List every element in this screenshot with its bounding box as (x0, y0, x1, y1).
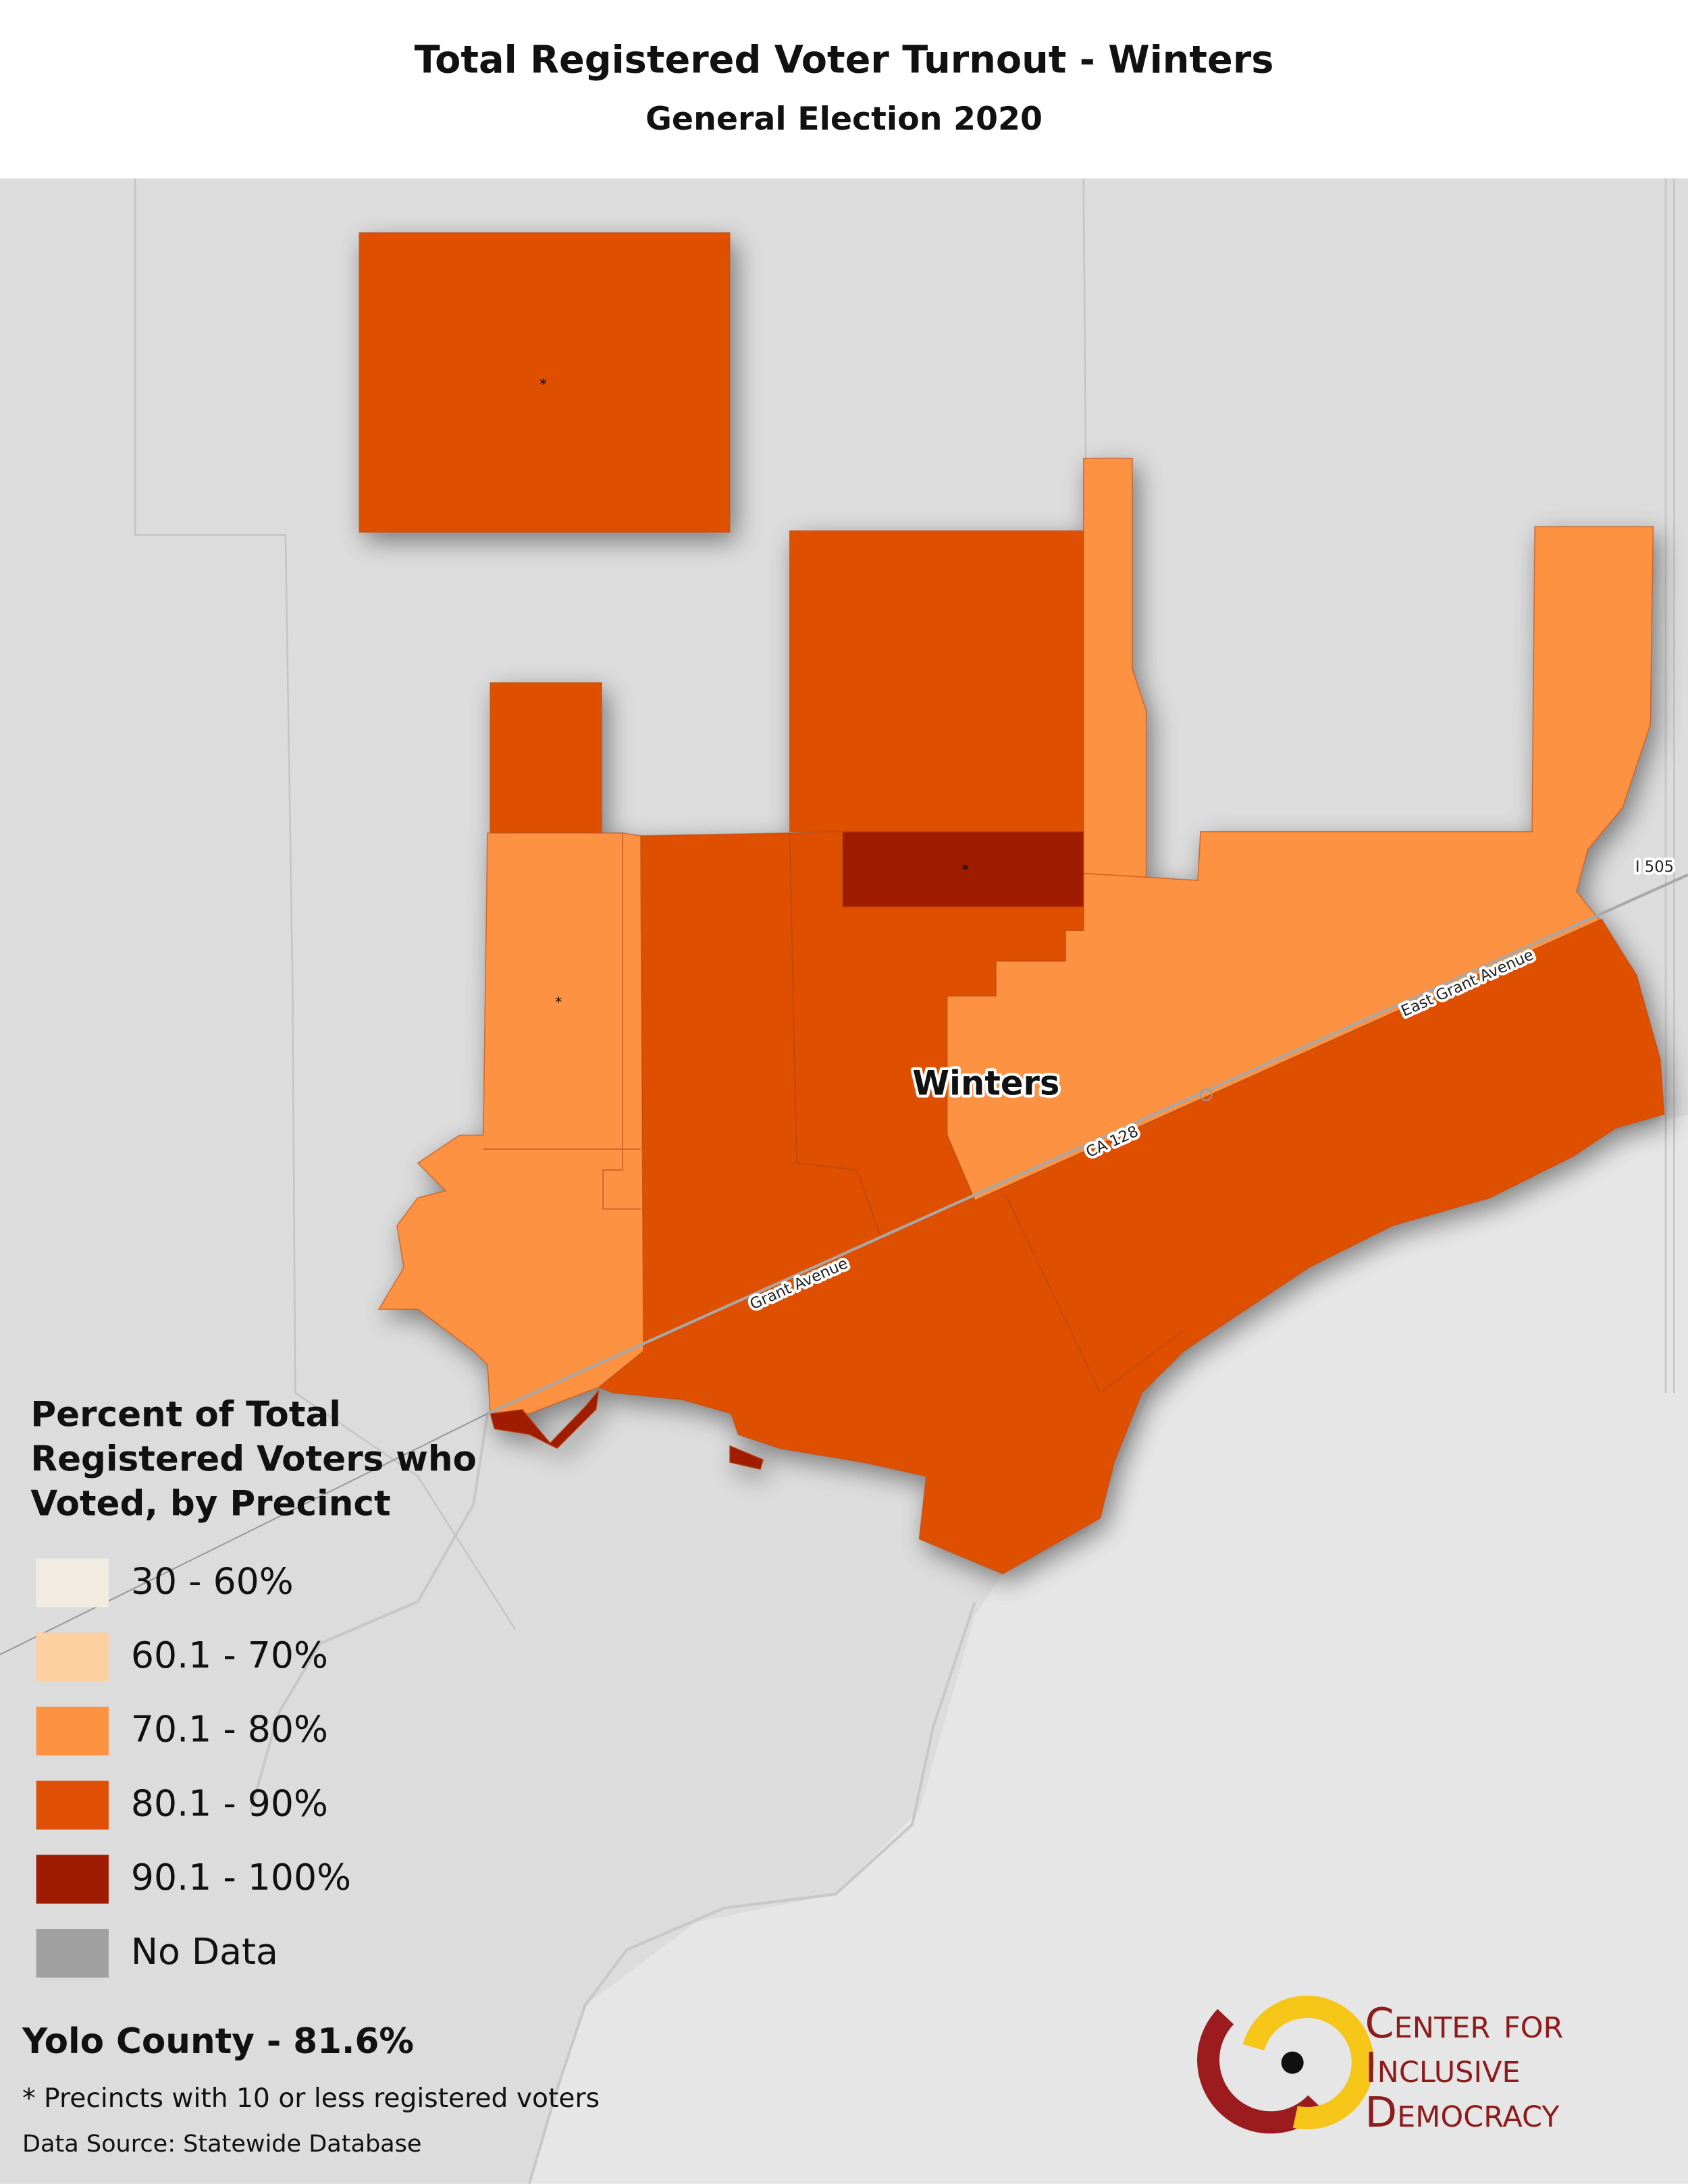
precinct-marker: * (539, 376, 546, 392)
precinct-marker: * (961, 862, 968, 878)
road-extension (0, 1413, 488, 1655)
lowland (529, 1114, 1688, 2184)
logo-arc (1242, 1996, 1374, 2129)
header-background (0, 0, 1688, 179)
precinct-marker: * (555, 994, 562, 1011)
legend-label: 30 - 60% (131, 1560, 294, 1602)
precinct (598, 830, 1665, 1575)
logo-text: Democracy (1365, 2088, 1560, 2137)
precinct (377, 832, 644, 1414)
legend-title: Registered Voters who (30, 1439, 477, 1480)
road-label: I 505 (1635, 859, 1674, 876)
source: Data Source: Statewide Database (22, 2130, 421, 2158)
precinct (842, 830, 1084, 907)
precinct (490, 682, 602, 834)
precincts (359, 232, 1665, 1575)
logo-text: Inclusive (1365, 2044, 1520, 2092)
legend-label: 90.1 - 100% (131, 1856, 351, 1898)
road (487, 873, 1688, 1415)
precinct (789, 530, 1084, 832)
place-label: Winters (912, 1064, 1059, 1103)
precinct-borders (483, 832, 1184, 1394)
legend-swatch (36, 1632, 109, 1682)
legend-label: 80.1 - 90% (131, 1782, 328, 1824)
river (249, 1413, 976, 2184)
logo-dot (1281, 2051, 1304, 2074)
subtitle: General Election 2020 (645, 101, 1043, 138)
legend-swatch (36, 1780, 109, 1830)
legend-swatch (36, 1855, 109, 1904)
legend-label: No Data (131, 1930, 278, 1973)
logo-text: Center for (1365, 1999, 1563, 2048)
legend-swatch (36, 1558, 109, 1607)
logo: Center for Inclusive Democracy (1197, 1996, 1563, 2137)
title: Total Registered Voter Turnout - Winters (415, 38, 1274, 82)
legend-label: 70.1 - 80% (131, 1708, 328, 1751)
precinct-marker: * (961, 862, 968, 878)
legend-label: 60.1 - 70% (131, 1634, 328, 1676)
legend: Percent of Total Registered Voters who V… (30, 1395, 477, 1978)
boundary-lines (134, 178, 1675, 1630)
precinct (490, 1388, 600, 1449)
legend-title: Voted, by Precinct (30, 1484, 390, 1524)
footnote: * Precincts with 10 or less registered v… (22, 2083, 600, 2114)
legend-swatch (36, 1706, 109, 1756)
precinct (729, 1445, 764, 1470)
logo-arc (1197, 2008, 1325, 2134)
precinct (359, 232, 731, 533)
legend-swatch (36, 1929, 109, 1978)
road-junction (1200, 1088, 1213, 1101)
legend-title: Percent of Total (30, 1395, 341, 1435)
summary: Yolo County - 81.6% (22, 2021, 414, 2062)
